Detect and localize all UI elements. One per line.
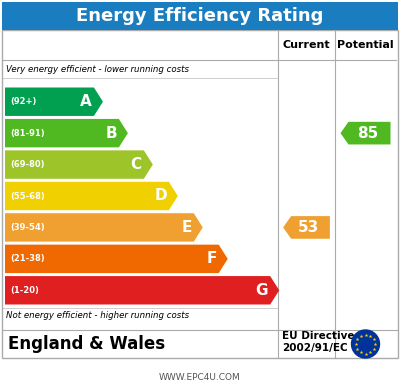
Text: (92+): (92+): [10, 97, 36, 106]
Bar: [2, 30, 398, 358]
Circle shape: [352, 330, 380, 358]
Polygon shape: [5, 245, 228, 273]
Text: G: G: [256, 283, 268, 298]
Text: A: A: [80, 94, 92, 109]
Polygon shape: [5, 182, 178, 210]
Text: (69-80): (69-80): [10, 160, 44, 169]
Text: E: E: [181, 220, 192, 235]
Polygon shape: [5, 88, 103, 116]
Text: F: F: [206, 251, 217, 266]
Polygon shape: [340, 122, 390, 144]
Text: 53: 53: [298, 220, 319, 235]
Text: Current: Current: [283, 40, 330, 50]
Text: (55-68): (55-68): [10, 192, 45, 201]
Text: WWW.EPC4U.COM: WWW.EPC4U.COM: [159, 374, 241, 383]
Text: Potential: Potential: [337, 40, 394, 50]
Text: Energy Efficiency Rating: Energy Efficiency Rating: [76, 7, 324, 25]
Text: (21-38): (21-38): [10, 255, 45, 263]
Polygon shape: [5, 213, 203, 242]
Bar: [2, 2, 398, 30]
Text: Very energy efficient - lower running costs: Very energy efficient - lower running co…: [6, 66, 189, 74]
Polygon shape: [5, 151, 153, 179]
Text: 85: 85: [357, 126, 378, 140]
Text: (1-20): (1-20): [10, 286, 39, 295]
Text: (39-54): (39-54): [10, 223, 45, 232]
Text: England & Wales: England & Wales: [8, 335, 165, 353]
Text: B: B: [105, 126, 117, 140]
Polygon shape: [5, 276, 279, 305]
Text: D: D: [154, 189, 167, 203]
Text: C: C: [131, 157, 142, 172]
Polygon shape: [5, 119, 128, 147]
Text: (81-91): (81-91): [10, 129, 45, 138]
Polygon shape: [283, 216, 330, 239]
Text: EU Directive
2002/91/EC: EU Directive 2002/91/EC: [282, 331, 354, 353]
Text: Not energy efficient - higher running costs: Not energy efficient - higher running co…: [6, 312, 189, 320]
